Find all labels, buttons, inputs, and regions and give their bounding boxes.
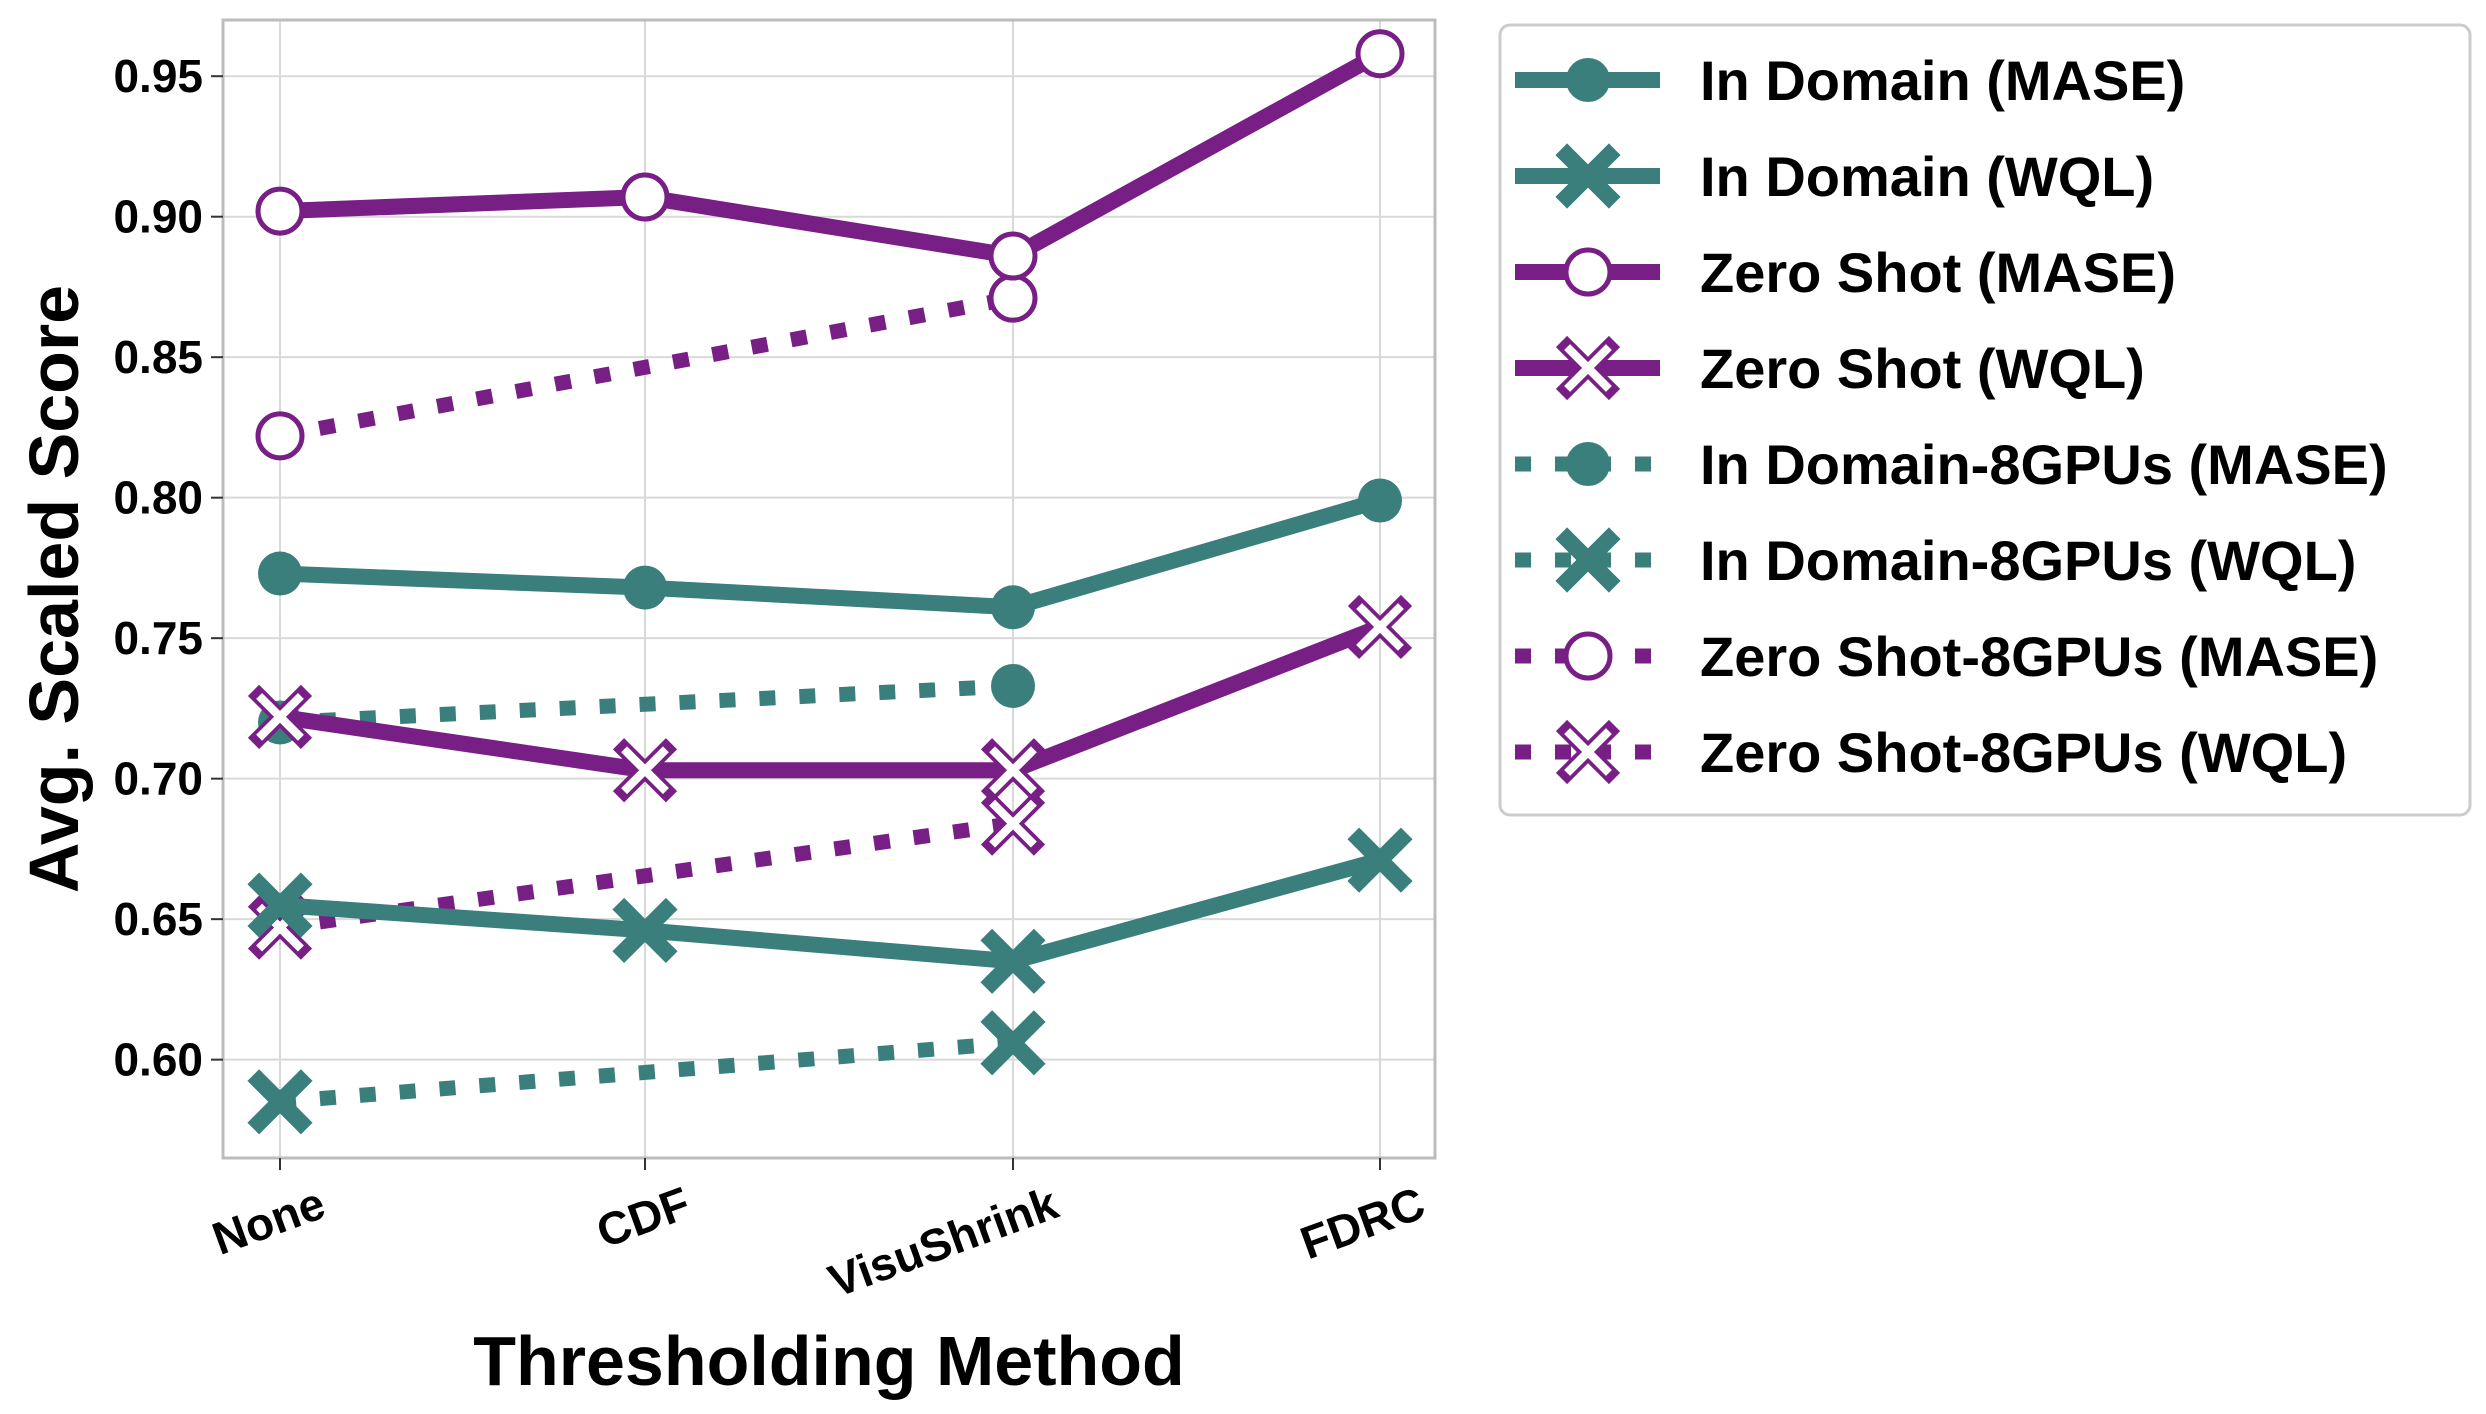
y-tick-label: 0.80	[113, 472, 203, 524]
series-line	[279, 852, 1383, 970]
y-tick-label: 0.75	[113, 612, 203, 664]
legend-marker	[1566, 58, 1610, 102]
data-point	[623, 565, 667, 610]
y-tick-label: 0.60	[113, 1034, 203, 1086]
series-in-domain-mase	[258, 478, 1402, 630]
legend-item: Zero Shot-8GPUs (WQL)	[1515, 719, 2347, 785]
series-line	[279, 678, 1014, 730]
legend-item: In Domain-8GPUs (MASE)	[1515, 433, 2388, 496]
legend-item: Zero Shot-8GPUs (MASE)	[1515, 625, 2378, 688]
y-tick-label: 0.70	[113, 753, 203, 805]
legend-marker	[1555, 527, 1621, 593]
legend-label: In Domain-8GPUs (WQL)	[1700, 529, 2356, 592]
x-tick-label: CDF	[590, 1177, 697, 1258]
data-point	[991, 585, 1035, 630]
legend-label: In Domain (MASE)	[1700, 49, 2185, 112]
data-point	[247, 684, 313, 749]
data-point	[988, 231, 1038, 281]
x-tick-label: FDRC	[1294, 1177, 1432, 1270]
data-point	[247, 872, 313, 938]
series-zero-shot-mase	[255, 29, 1405, 281]
y-ticks: 0.60 0.65 0.70 0.75 0.80 0.85 0.90 0.95	[113, 50, 223, 1086]
series-zero-shot-8gpus-mase	[255, 273, 1038, 461]
series-in-domain-8gpus-wql	[247, 1010, 1046, 1135]
legend: In Domain (MASE) In Domain (WQL) Zero Shot…	[1498, 23, 2472, 817]
data-point	[612, 738, 678, 803]
x-ticks: None CDF VisuShrink FDRC	[206, 1158, 1432, 1307]
plot-frame	[221, 18, 1437, 1160]
series-in-domain-wql	[247, 827, 1413, 994]
legend-marker	[1555, 719, 1621, 785]
data-point	[988, 273, 1038, 323]
y-tick-label: 0.90	[113, 191, 203, 243]
series-layer	[247, 29, 1413, 1135]
legend-label: Zero Shot (WQL)	[1700, 337, 2145, 400]
data-point	[255, 411, 305, 461]
y-tick-label: 0.95	[113, 50, 203, 102]
legend-marker	[1555, 143, 1621, 209]
data-point	[991, 663, 1035, 708]
series-line	[279, 492, 1383, 616]
data-point	[1355, 29, 1405, 79]
legend-marker	[1555, 335, 1621, 401]
legend-marker	[1566, 442, 1610, 486]
legend-item: In Domain (WQL)	[1515, 143, 2154, 209]
legend-label: In Domain-8GPUs (MASE)	[1700, 433, 2388, 496]
legend-item: In Domain (MASE)	[1515, 49, 2185, 112]
data-point	[980, 791, 1046, 856]
legend-item: Zero Shot (WQL)	[1515, 335, 2145, 401]
y-tick-label: 0.85	[113, 331, 203, 383]
series-line	[279, 1035, 1014, 1110]
data-point	[247, 1069, 313, 1135]
data-point	[1347, 827, 1413, 893]
legend-item: Zero Shot (MASE)	[1515, 241, 2176, 304]
x-tick-label: VisuShrink	[822, 1176, 1065, 1307]
legend-label: Zero Shot (MASE)	[1700, 241, 2176, 304]
data-point	[612, 897, 678, 963]
series-line	[279, 46, 1384, 265]
y-tick-label: 0.65	[113, 893, 203, 945]
legend-label: Zero Shot-8GPUs (MASE)	[1700, 625, 2378, 688]
data-point	[620, 172, 670, 222]
x-tick-label: None	[206, 1177, 332, 1265]
data-point	[258, 551, 302, 596]
data-point	[980, 738, 1046, 803]
series-line	[278, 290, 1015, 444]
data-point	[980, 1010, 1046, 1076]
legend-label: In Domain (WQL)	[1700, 145, 2154, 208]
legend-label: Zero Shot-8GPUs (WQL)	[1700, 721, 2347, 784]
legend-marker	[1563, 247, 1613, 297]
data-point	[1358, 478, 1402, 523]
series-zero-shot-wql	[247, 594, 1413, 803]
y-axis-title: Avg. Scaled Score	[15, 285, 93, 893]
legend-box	[1498, 23, 2472, 817]
grid-lines	[223, 20, 1435, 1158]
legend-marker	[1563, 631, 1613, 681]
x-axis-title: Thresholding Method	[473, 1322, 1185, 1400]
legend-item: In Domain-8GPUs (WQL)	[1515, 527, 2356, 593]
data-point	[980, 928, 1046, 994]
data-point	[255, 186, 305, 236]
series-line	[278, 619, 1383, 779]
data-point	[1347, 594, 1413, 660]
